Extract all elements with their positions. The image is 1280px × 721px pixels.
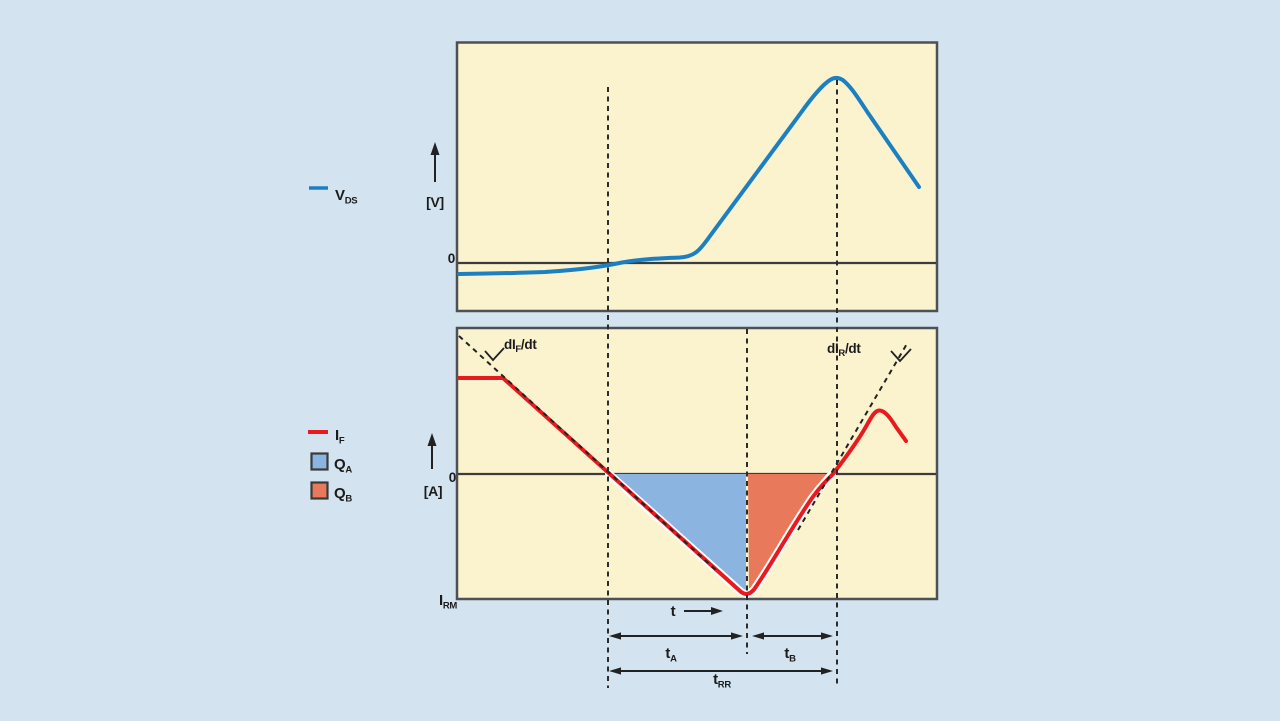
trr-label: tRR — [713, 671, 731, 691]
qb-legend-swatch — [310, 481, 329, 500]
dif-dt-pointer — [484, 347, 505, 362]
if-axis-unit: [A] — [424, 483, 443, 499]
time-axis-arrow-icon — [684, 607, 723, 615]
dir-dt-label: dIR/dt — [827, 341, 861, 359]
if-axis-arrow-icon — [427, 433, 437, 469]
if-panel — [455, 326, 939, 601]
qb-legend-label: QB — [334, 485, 352, 505]
if-legend-label: IF — [335, 427, 345, 447]
vds-curve — [457, 76, 921, 276]
ta-label: tA — [665, 645, 677, 665]
vds-axis-arrow-icon — [430, 142, 440, 182]
dif-dt-label: dIF/dt — [504, 337, 537, 355]
ta-dimension-arrow — [609, 632, 743, 640]
if-legend: IF QA QB — [308, 427, 353, 505]
irm-label: IRM — [439, 592, 457, 612]
vds-legend: VDS — [309, 186, 358, 207]
dir-dt-tangent — [797, 341, 909, 531]
qa-legend-swatch — [310, 452, 329, 471]
vds-panel — [455, 41, 939, 313]
vds-zero-label: 0 — [448, 251, 455, 266]
if-curve — [457, 376, 908, 596]
dir-dt-pointer — [890, 348, 912, 363]
qa-legend-label: QA — [334, 456, 352, 476]
dif-dt-tangent — [458, 335, 719, 573]
tb-label: tB — [784, 645, 796, 665]
vds-axis-unit: [V] — [426, 194, 444, 210]
vds-legend-label: VDS — [335, 187, 357, 207]
if-zero-label: 0 — [449, 470, 456, 485]
tb-dimension-arrow — [752, 632, 833, 640]
trr-dimension-arrow — [609, 667, 833, 675]
time-axis-label: t — [671, 603, 676, 620]
